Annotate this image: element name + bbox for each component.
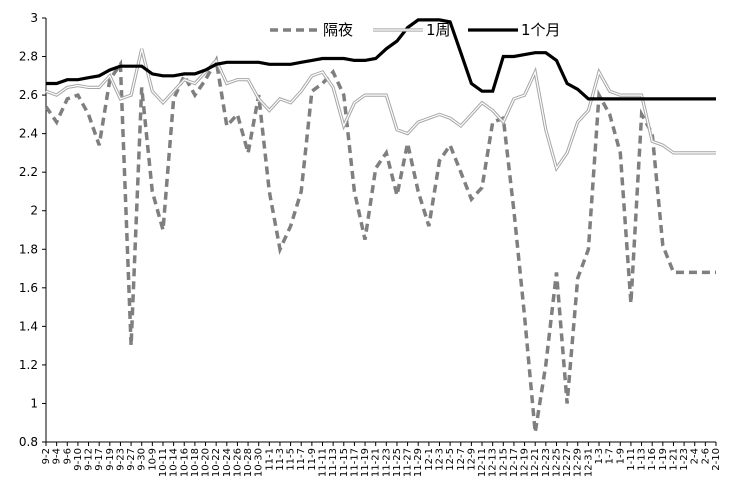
x-tick-label: 1-13 bbox=[637, 448, 648, 471]
series-line-overnight bbox=[44, 55, 716, 433]
x-tick-label: 11-13 bbox=[328, 448, 339, 477]
x-tick-label: 11-25 bbox=[392, 448, 403, 477]
x-tick-label: 1-3 bbox=[594, 448, 605, 464]
x-tick-label: 10-28 bbox=[243, 448, 254, 477]
series-2 bbox=[45, 48, 716, 173]
series-line-1week-inner bbox=[45, 48, 716, 170]
x-tick-label: 12-3 bbox=[434, 448, 445, 471]
x-tick-label: 9-10 bbox=[73, 448, 84, 471]
x-tick-label: 10-22 bbox=[211, 448, 222, 477]
x-tick-label: 1-9 bbox=[615, 448, 626, 464]
x-tick-label: 12-21 bbox=[530, 448, 541, 477]
x-tick-label: 2-10 bbox=[711, 448, 722, 471]
x-tick-label: 12-15 bbox=[498, 448, 509, 477]
x-tick-label: 12-7 bbox=[456, 448, 467, 471]
x-tick-label: 11-19 bbox=[360, 448, 371, 477]
x-tick-label: 10-18 bbox=[190, 448, 201, 477]
y-tick-label: 1.4 bbox=[19, 319, 38, 333]
legend-label: 1周 bbox=[426, 21, 451, 39]
y-tick-label: 3 bbox=[30, 11, 38, 25]
x-tick-label: 12-17 bbox=[509, 448, 520, 477]
x-tick-label: 1-11 bbox=[626, 448, 637, 471]
legend-item-2: 1周 bbox=[373, 21, 451, 39]
x-tick-label: 9-17 bbox=[94, 448, 105, 471]
x-tick-label: 10-14 bbox=[169, 448, 180, 477]
x-tick-label: 11-21 bbox=[371, 448, 382, 477]
y-tick-label: 1 bbox=[30, 396, 38, 410]
x-tick-label: 2-4 bbox=[690, 448, 701, 464]
x-tick-label: 10-26 bbox=[232, 448, 243, 477]
x-tick-label: 10-16 bbox=[179, 448, 190, 477]
x-tick-label: 10-9 bbox=[147, 448, 158, 471]
legend: 隔夜 1周 1个月 bbox=[270, 21, 561, 39]
x-tick-label: 1-7 bbox=[605, 448, 616, 464]
x-tick-label: 1-21 bbox=[668, 448, 679, 471]
x-tick-label: 11-17 bbox=[349, 448, 360, 477]
x-tick-label: 11-15 bbox=[339, 448, 350, 477]
x-tick-label: 11-9 bbox=[307, 448, 318, 471]
series-3 bbox=[46, 18, 716, 101]
y-tick-label: 2.8 bbox=[19, 50, 38, 64]
x-tick-label: 1-19 bbox=[658, 448, 669, 471]
y-tick-label: 2.4 bbox=[19, 127, 38, 141]
x-tick-label: 11-23 bbox=[381, 448, 392, 477]
x-tick-label: 9-30 bbox=[137, 448, 148, 471]
x-tick-label: 1-16 bbox=[647, 448, 658, 471]
x-tick-label: 10-11 bbox=[158, 448, 169, 477]
x-tick-label: 12-19 bbox=[520, 448, 531, 477]
x-tick-label: 12-29 bbox=[573, 448, 584, 477]
x-tick-label: 11-7 bbox=[296, 448, 307, 471]
y-tick-label: 1.8 bbox=[19, 242, 38, 256]
x-tick-label: 11-1 bbox=[264, 448, 275, 471]
series-line-1month bbox=[46, 18, 716, 101]
x-tick-label: 9-2 bbox=[41, 448, 52, 464]
x-tick-label: 9-6 bbox=[62, 448, 73, 464]
x-tick-label: 9-23 bbox=[115, 448, 126, 471]
x-tick-label: 11-3 bbox=[275, 448, 286, 471]
y-axis: 0.8 1 1.2 1.4 1.6 1.8 2 2.2 2.4 2.6 2.8 3 bbox=[19, 11, 47, 449]
x-tick-label: 11-5 bbox=[286, 448, 297, 471]
y-tick-label: 1.6 bbox=[19, 281, 38, 295]
x-tick-label: 12-9 bbox=[466, 448, 477, 471]
y-tick-label: 0.8 bbox=[19, 435, 38, 449]
x-tick-label: 10-24 bbox=[222, 448, 233, 477]
legend-label: 1个月 bbox=[521, 21, 561, 39]
x-tick-label: 12-11 bbox=[477, 448, 488, 477]
x-tick-label: 9-19 bbox=[105, 448, 116, 471]
x-tick-label: 12-25 bbox=[551, 448, 562, 477]
x-tick-label: 10-20 bbox=[201, 448, 212, 477]
x-tick-label: 11-11 bbox=[318, 448, 329, 477]
x-tick-label: 12-31 bbox=[583, 448, 594, 477]
x-tick-label: 1-23 bbox=[679, 448, 690, 471]
x-tick-label: 11-27 bbox=[403, 448, 414, 477]
y-tick-label: 2.2 bbox=[19, 165, 38, 179]
x-tick-label: 2-6 bbox=[700, 448, 711, 464]
legend-label: 隔夜 bbox=[323, 21, 353, 39]
y-tick-label: 2 bbox=[30, 204, 38, 218]
series-lines bbox=[44, 18, 716, 433]
x-tick-label: 12-13 bbox=[488, 448, 499, 477]
y-tick-label: 2.6 bbox=[19, 88, 38, 102]
x-tick-label: 12-5 bbox=[445, 448, 456, 471]
legend-item-1: 隔夜 bbox=[270, 21, 353, 39]
x-tick-label: 12-27 bbox=[562, 448, 573, 477]
x-tick-label: 9-12 bbox=[84, 448, 95, 471]
x-axis: 9-2 9-4 9-6 9-10 9-12 9-17 9-19 9-23 9-27 9-30 10-… bbox=[41, 441, 722, 477]
x-tick-label: 9-27 bbox=[126, 448, 137, 471]
series-1 bbox=[44, 55, 716, 433]
y-tick-label: 1.2 bbox=[19, 358, 38, 372]
x-tick-label: 10-30 bbox=[254, 448, 265, 477]
x-tick-label: 12-1 bbox=[424, 448, 435, 471]
legend-item-3: 1个月 bbox=[468, 21, 561, 39]
x-tick-label: 9-4 bbox=[52, 448, 63, 464]
x-tick-label: 11-29 bbox=[413, 448, 424, 477]
x-tick-label: 12-23 bbox=[541, 448, 552, 477]
